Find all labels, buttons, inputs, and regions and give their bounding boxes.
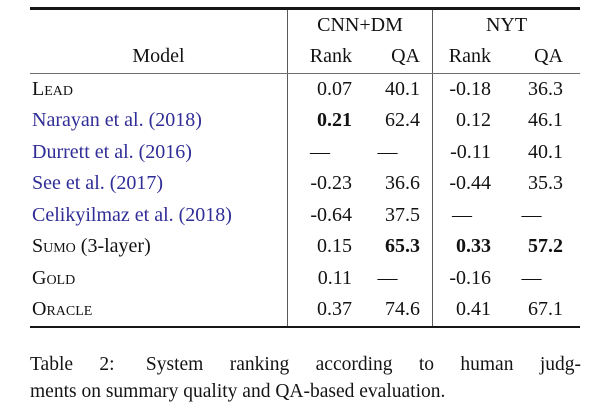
cnn-qa-cell: 37.5 (385, 203, 420, 226)
nyt-rank-cell: 0.12 (432, 105, 500, 137)
group-header-row: CNN+DM NYT (30, 9, 580, 42)
cnn-qa-cell: 40.1 (385, 77, 420, 100)
model-cell: Oracle (30, 294, 287, 326)
cnn-qa-cell: 36.6 (385, 172, 420, 195)
table-row-sumo: Sumo (3-layer) 0.15 65.3 0.33 57.2 (30, 231, 580, 263)
nyt-qa-cell: 57.2 (528, 235, 563, 258)
nyt-qa-cell: 46.1 (528, 109, 563, 132)
model-cell: Lead (30, 74, 287, 106)
cnn-qa-cell: — (377, 140, 398, 163)
cnn-rank-cell: — (287, 136, 355, 169)
model-label: Sumo (32, 235, 76, 258)
nyt-qa-column-header: QA (534, 45, 563, 67)
cnn-rank-cell: 0.37 (287, 294, 355, 326)
citation-link[interactable]: Celikyilmaz et al. (2018) (32, 203, 232, 226)
nyt-qa-cell: 35.3 (528, 172, 563, 195)
group-header-cnn-dm: CNN+DM (287, 9, 432, 41)
model-cell: Sumo (3-layer) (32, 235, 151, 258)
results-table: CNN+DM NYT Model Rank QA Rank QA Lead 0.… (30, 7, 580, 329)
cnn-qa-cell: — (377, 266, 398, 289)
nyt-rank-cell: — (432, 199, 500, 232)
nyt-qa-cell: — (521, 203, 542, 226)
table-row-celikyilmaz: Celikyilmaz et al. (2018) -0.64 37.5 — — (30, 199, 580, 232)
citation-link[interactable]: Narayan et al. (2018) (32, 109, 202, 132)
cnn-rank-cell: 0.15 (287, 231, 355, 263)
caption-line-1: Table 2: System ranking according to hum… (30, 352, 581, 379)
model-label: Lead (32, 77, 73, 100)
table-row-narayan: Narayan et al. (2018) 0.21 62.4 0.12 46.… (30, 105, 580, 137)
model-column-header: Model (132, 45, 185, 67)
model-label: Oracle (32, 298, 93, 321)
table-body: Lead 0.07 40.1 -0.18 36.3 Narayan et al.… (30, 73, 580, 326)
table-row-durrett: Durrett et al. (2016) — — -0.11 40.1 (30, 136, 580, 169)
nyt-qa-cell: 40.1 (528, 140, 563, 163)
table-row-lead: Lead 0.07 40.1 -0.18 36.3 (30, 73, 580, 106)
column-header-row: Model Rank QA Rank QA (30, 41, 580, 73)
nyt-rank-cell: 0.33 (432, 231, 500, 263)
nyt-rank-cell: -0.18 (432, 73, 500, 106)
model-cell: Celikyilmaz et al. (2018) (30, 200, 287, 232)
table-row-see: See et al. (2017) -0.23 36.6 -0.44 35.3 (30, 168, 580, 200)
top-rule (30, 7, 580, 10)
table-caption: Table 2: System ranking according to hum… (30, 352, 581, 405)
header-rule (30, 72, 580, 74)
nyt-qa-cell: — (521, 266, 542, 289)
group-header-nyt: NYT (432, 9, 580, 41)
model-cell: Narayan et al. (2018) (30, 105, 287, 137)
cnn-rank-cell: 0.07 (287, 73, 355, 106)
table-row-oracle: Oracle 0.37 74.6 0.41 67.1 (30, 294, 580, 326)
citation-link[interactable]: See et al. (2017) (32, 172, 164, 195)
model-cell: Gold (30, 263, 287, 295)
cnn-rank-cell: -0.23 (287, 168, 355, 200)
nyt-rank-cell: -0.16 (432, 262, 500, 295)
nyt-qa-cell: 67.1 (528, 298, 563, 321)
nyt-rank-cell: -0.11 (432, 136, 500, 169)
model-label: Gold (32, 266, 76, 289)
group-header-spacer (30, 10, 287, 42)
table-row-gold: Gold 0.11 — -0.16 — (30, 262, 580, 295)
cnn-rank-column-header: Rank (287, 41, 355, 73)
caption-text: System ranking according to human judg- (145, 354, 581, 375)
nyt-qa-cell: 36.3 (528, 77, 563, 100)
nyt-rank-cell: 0.41 (432, 294, 500, 326)
cnn-rank-cell: 0.11 (287, 262, 355, 295)
model-cell: Durrett et al. (2016) (30, 137, 287, 169)
cnn-qa-cell: 74.6 (385, 298, 420, 321)
cnn-qa-cell: 62.4 (385, 109, 420, 132)
nyt-rank-column-header: Rank (432, 41, 500, 73)
cnn-qa-cell: 65.3 (385, 235, 420, 258)
bottom-rule (30, 325, 580, 329)
cnn-qa-column-header: QA (391, 45, 420, 67)
nyt-rank-cell: -0.44 (432, 168, 500, 200)
caption-line-2: ments on summary quality and QA-based ev… (30, 380, 446, 402)
cnn-rank-cell: 0.21 (287, 105, 355, 137)
model-cell: See et al. (2017) (30, 168, 287, 200)
cnn-rank-cell: -0.64 (287, 199, 355, 232)
citation-link[interactable]: Durrett et al. (2016) (32, 140, 192, 163)
caption-label: Table 2: (30, 354, 115, 375)
